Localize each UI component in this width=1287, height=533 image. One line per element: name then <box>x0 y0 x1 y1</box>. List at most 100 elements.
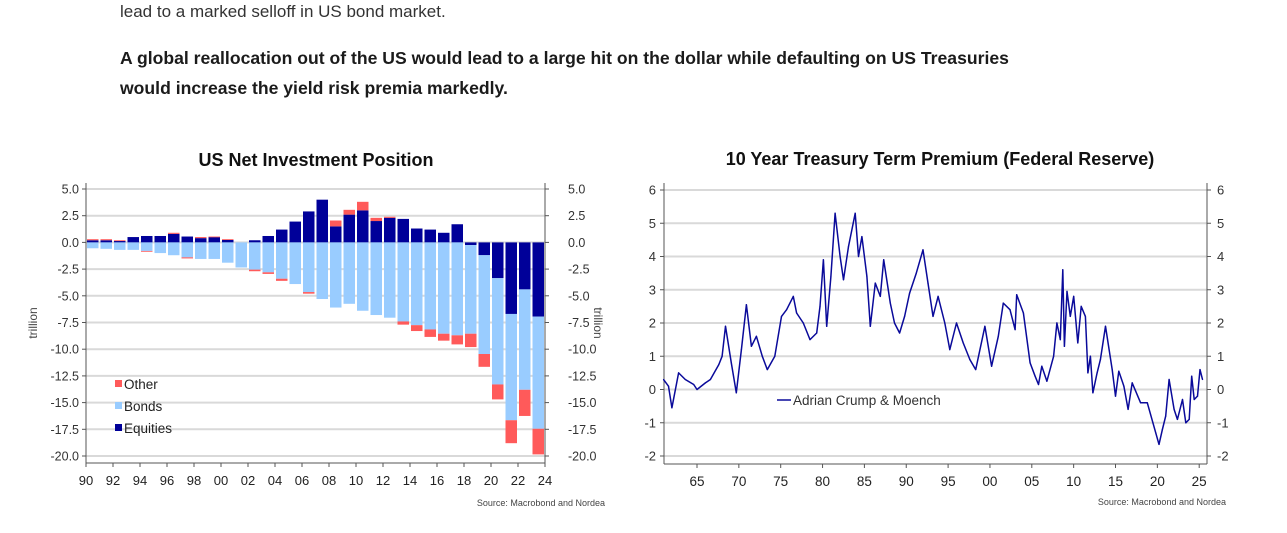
bar-equities-2004 <box>276 229 288 243</box>
data-point <box>857 255 860 258</box>
chart2-title: 10 Year Treasury Term Premium (Federal R… <box>726 149 1155 169</box>
bar-bonds-2003 <box>262 242 274 273</box>
legend-label-other: Other <box>124 377 158 392</box>
bar-bonds-2006 <box>303 242 315 293</box>
bar-bonds-2004 <box>276 242 288 279</box>
y-tick-label: 4 <box>649 249 656 264</box>
y-tick-label: -20.0 <box>51 450 80 464</box>
x-tick-label: 90 <box>899 474 914 489</box>
data-point <box>898 332 901 334</box>
term-premium-line <box>662 212 1204 446</box>
bar-other-2011 <box>370 217 382 222</box>
chart2-source: Source: Macrobond and Nordea <box>1098 497 1226 507</box>
x-tick-label: 92 <box>106 473 120 488</box>
y-tick-label: 0.0 <box>62 236 79 250</box>
x-tick-label: 20 <box>484 473 498 488</box>
y-tick-label-right: -10.0 <box>568 343 597 357</box>
y-tick-label-right: 0 <box>1217 382 1224 397</box>
data-point <box>1052 355 1055 357</box>
x-tick-label: 24 <box>538 473 552 488</box>
data-point <box>834 212 836 214</box>
bar-equities-2023 <box>532 242 544 317</box>
bar-other-2003 <box>262 272 274 274</box>
bar-other-1996 <box>168 232 180 234</box>
y-tick-label: -15.0 <box>51 396 80 410</box>
bar-bonds-1995 <box>154 242 166 254</box>
data-point <box>1041 365 1043 367</box>
clipped-previous-line: lead to a marked selloff in US bond mark… <box>120 2 446 21</box>
bar-bonds-2009 <box>343 242 355 304</box>
bar-other-2015 <box>424 329 436 337</box>
x-tick-label: 70 <box>731 474 746 489</box>
data-point <box>1199 368 1201 371</box>
data-point <box>997 335 999 337</box>
bar-equities-1991 <box>100 240 112 243</box>
bar-bonds-1992 <box>114 242 126 250</box>
bar-other-2012 <box>384 216 396 218</box>
data-point <box>883 259 885 261</box>
bar-bonds-1993 <box>127 242 139 250</box>
bar-other-1998 <box>195 237 207 239</box>
bar-equities-2005 <box>289 221 301 243</box>
x-tick-label: 00 <box>982 474 997 489</box>
bar-bonds-2014 <box>411 242 423 326</box>
data-point <box>740 349 742 351</box>
bar-equities-1997 <box>181 236 193 243</box>
data-point <box>1181 398 1184 401</box>
x-tick-label: 10 <box>1066 474 1081 489</box>
data-point <box>1034 375 1036 377</box>
data-point <box>1140 402 1142 404</box>
data-point <box>830 275 832 278</box>
data-point <box>1080 305 1082 307</box>
bar-equities-2002 <box>249 240 261 243</box>
bar-other-2013 <box>397 321 409 325</box>
data-point <box>1029 362 1031 364</box>
bar-bonds-2005 <box>289 242 301 285</box>
data-point <box>1002 302 1004 304</box>
data-point <box>922 249 924 251</box>
x-tick-label: 06 <box>295 473 309 488</box>
bar-bonds-2001 <box>235 242 247 268</box>
y-tick-label: 2 <box>649 316 656 331</box>
bar-equities-1992 <box>114 240 126 243</box>
data-point <box>975 368 977 371</box>
data-point <box>1089 355 1091 357</box>
data-point <box>1087 372 1089 374</box>
data-point <box>766 368 768 371</box>
data-point <box>1118 370 1120 372</box>
x-tick-label: 20 <box>1150 474 1165 489</box>
bar-equities-2008 <box>330 226 342 243</box>
y-tick-label-right: 2.5 <box>568 209 585 223</box>
data-point <box>1168 378 1170 381</box>
y-tick-label: -1 <box>644 415 656 430</box>
data-point <box>839 255 841 258</box>
data-point <box>1084 315 1086 317</box>
data-point <box>1099 358 1102 361</box>
x-tick-label: 16 <box>430 473 444 488</box>
data-point <box>750 345 753 347</box>
bar-bonds-1994 <box>141 242 153 251</box>
y-tick-label-right: -7.5 <box>568 316 590 330</box>
data-point <box>1104 325 1107 327</box>
data-point <box>1092 392 1094 394</box>
x-tick-label: 18 <box>457 473 471 488</box>
x-tick-label: 05 <box>1024 474 1039 489</box>
bar-equities-2006 <box>303 211 315 243</box>
x-tick-label: 94 <box>133 473 147 488</box>
data-point <box>1173 408 1175 411</box>
bar-bonds-2017 <box>451 242 463 336</box>
y-tick-label: -12.5 <box>51 369 80 383</box>
data-point <box>755 335 758 337</box>
y-tick-label-right: 5.0 <box>568 183 585 197</box>
y-tick-label-right: 6 <box>1217 183 1224 198</box>
x-tick-label: 22 <box>511 473 525 488</box>
y-tick-label: -17.5 <box>51 423 80 437</box>
bar-equities-1996 <box>168 233 180 243</box>
data-point <box>944 322 946 324</box>
bar-bonds-1997 <box>181 242 193 258</box>
bar-bonds-2022 <box>519 289 531 390</box>
data-point <box>1022 312 1025 314</box>
bar-bonds-1991 <box>100 242 112 249</box>
bar-equities-2007 <box>316 199 328 243</box>
bar-equities-2022 <box>519 242 531 290</box>
